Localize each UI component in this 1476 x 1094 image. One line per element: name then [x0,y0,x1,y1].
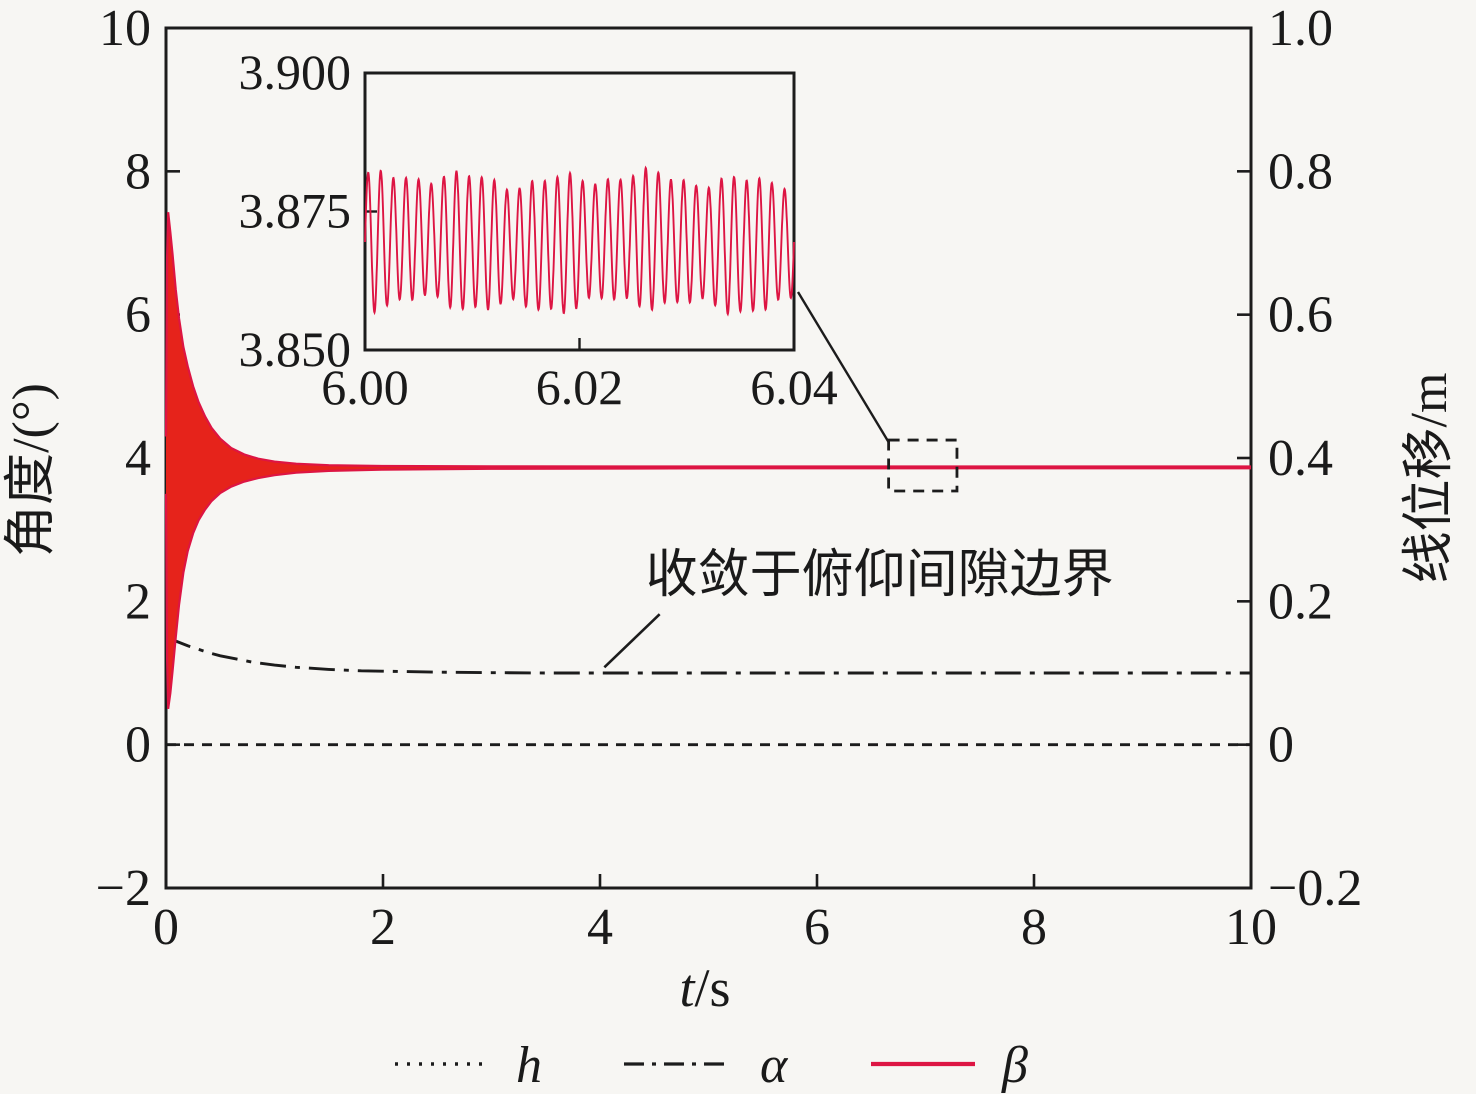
y-left-axis-title: 角度/(°) [3,383,60,557]
x-tick-label: 8 [1021,899,1047,956]
x-tick-label: 2 [370,899,396,956]
inset-y-tick-label: 3.900 [239,44,352,100]
x-tick-label: 4 [587,899,613,956]
zoom-marker-box [887,438,959,493]
series-beta-envelope-lower [164,467,1252,709]
annotation-leader-line [603,613,661,669]
series-alpha-line [165,635,1251,675]
y-right-tick-label: 0.4 [1268,430,1333,487]
y-left-tick-label: −2 [96,860,151,917]
inset-x-tick-label: 6.02 [536,359,624,415]
y-right-tick-label: 0 [1268,717,1294,774]
y-left-tick-label: 6 [125,287,151,344]
x-axis-title-unit: /s [694,958,730,1018]
series-beta-envelope-fill [166,212,1251,709]
x-tick-label: 0 [153,899,179,956]
y-left-tick-label: 4 [125,430,151,487]
y-right-axis-title: 线位移/m [1401,373,1458,584]
y-right-tick-label: 0.6 [1268,287,1333,344]
series-beta-envelope-upper [164,212,1251,468]
inset-x-tick-label: 6.00 [321,359,409,415]
y-left-tick-label: 2 [125,573,151,630]
inset-y-tick-label: 3.850 [239,321,352,377]
y-left-tick-label: 0 [125,717,151,774]
inset-beta-curve [364,165,795,317]
x-tick-label: 10 [1225,899,1277,956]
x-axis-title-variable: t [679,958,696,1018]
inset-y-tick-label: 3.875 [239,183,352,239]
x-tick-label: 6 [804,899,830,956]
zoom-connector-line [796,291,890,443]
legend-h-label: h [516,1037,542,1094]
y-right-tick-label: −0.2 [1268,860,1362,917]
inset-x-tick-label: 6.04 [750,359,838,415]
y-left-tick-label: 8 [125,143,151,200]
legend-α-label: α [760,1037,789,1094]
main-axes-box [164,26,1253,890]
y-right-tick-label: 0.2 [1268,573,1333,630]
x-axis-title: t/s [679,958,730,1018]
legend-β-label: β [1001,1037,1028,1094]
y-right-tick-label: 0.8 [1268,143,1333,200]
y-left-tick-label: 10 [99,0,151,57]
annotation-text: 收敛于俯仰间隙边界 [646,547,1114,604]
y-right-tick-label: 1.0 [1268,0,1333,57]
